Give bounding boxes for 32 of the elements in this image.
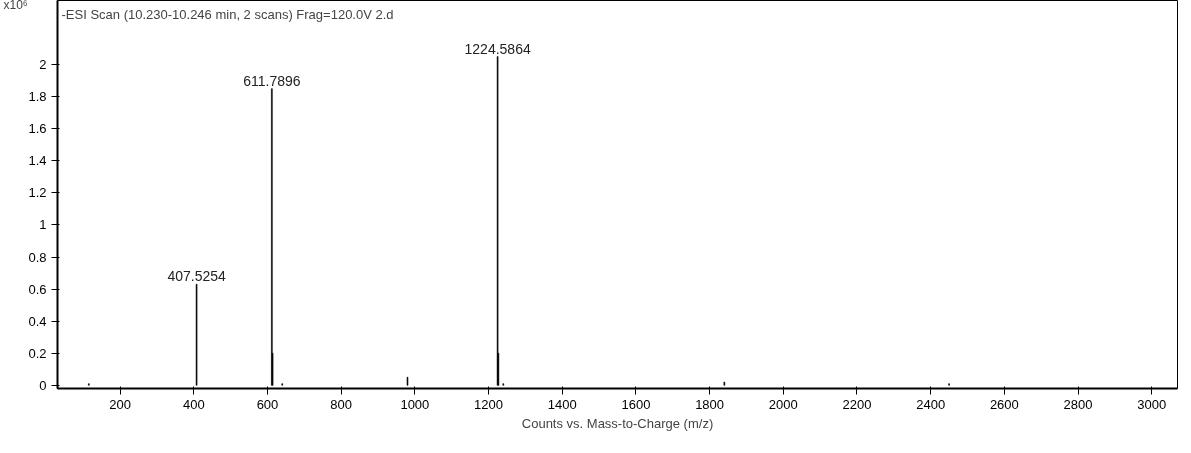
x-tick-label: 1800 xyxy=(695,396,725,412)
y-tick-label: 1.6 xyxy=(28,121,47,137)
y-axis-title: x10⁶ xyxy=(3,0,28,12)
x-tick-label: 200 xyxy=(109,396,131,412)
x-tick-label: 2800 xyxy=(1063,396,1093,412)
x-tick-label: 1200 xyxy=(474,396,504,412)
x-axis-title: Counts vs. Mass-to-Charge (m/z) xyxy=(521,415,714,431)
x-tick-label: 1600 xyxy=(621,396,651,412)
x-tick-label: 400 xyxy=(182,396,205,412)
y-tick-label: 1 xyxy=(39,217,47,233)
y-tick-label: 0.2 xyxy=(28,345,47,361)
annotation: 1224.5864 xyxy=(464,40,531,57)
x-tick-label: 1400 xyxy=(547,396,577,412)
y-tick-label: 0.8 xyxy=(28,249,47,265)
y-tick-label: 1.2 xyxy=(28,185,47,201)
x-tick-label: 2400 xyxy=(916,396,946,412)
x-tick-label: 2200 xyxy=(842,396,872,412)
y-tick-label: 0.4 xyxy=(28,313,47,329)
x-tick-label: 2600 xyxy=(989,396,1019,412)
x-tick-label: 2000 xyxy=(768,396,798,412)
annotation: 407.5254 xyxy=(167,268,226,285)
y-tick-label: 0.6 xyxy=(28,281,47,297)
x-tick-label: 1000 xyxy=(400,396,430,412)
text: -ESI Scan (10.230-10.246 min, 2 scans) Frag=120.0V 2.d xyxy=(61,6,394,22)
x-tick-label: 600 xyxy=(256,396,279,412)
y-tick-label: 2 xyxy=(39,57,47,73)
x-tick-label: 3000 xyxy=(1137,396,1167,412)
y-tick-label: 1.4 xyxy=(28,153,47,169)
y-tick-label: 1.8 xyxy=(28,89,47,105)
x-tick-label: 800 xyxy=(330,396,353,412)
annotation: 611.7896 xyxy=(243,72,301,89)
y-tick-label: 0 xyxy=(39,377,47,393)
